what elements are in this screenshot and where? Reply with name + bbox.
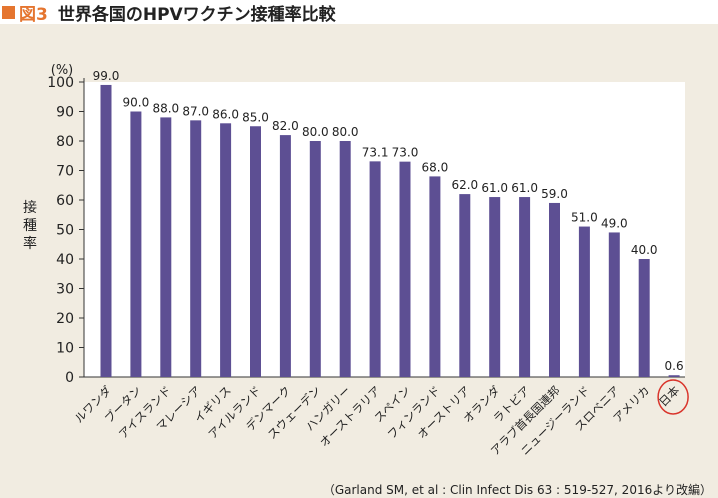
figure-label: 図3 (19, 4, 48, 25)
y-tick-label: 20 (56, 311, 74, 327)
bar (100, 84, 112, 377)
bar-value-label: 73.1 (362, 145, 389, 159)
bar (459, 194, 471, 377)
bar (160, 117, 172, 378)
bar-value-label: 90.0 (123, 96, 150, 110)
figure-header: 図3 世界各国のHPVワクチン接種率比較 (0, 0, 718, 25)
bar-value-label: 73.0 (392, 146, 419, 160)
bar (130, 111, 142, 377)
bar-value-label: 99.0 (93, 69, 120, 83)
bar (519, 197, 531, 377)
bar (220, 123, 232, 377)
bar-value-label: 61.0 (511, 181, 538, 195)
bar-value-label: 62.0 (451, 178, 478, 192)
bar-value-label: 0.6 (665, 359, 684, 373)
bar-value-label: 80.0 (332, 125, 359, 139)
y-tick-label: 90 (56, 105, 74, 121)
bar (668, 375, 680, 377)
bar (489, 197, 501, 377)
bar-value-label: 59.0 (541, 187, 568, 201)
highlight-circle (657, 379, 689, 415)
bar (309, 141, 321, 377)
y-tick-label: 30 (56, 282, 74, 298)
bar (369, 161, 381, 377)
bar-value-label: 86.0 (212, 107, 239, 121)
bar-value-label: 88.0 (152, 101, 179, 115)
bar-value-label: 80.0 (302, 125, 329, 139)
bar (608, 232, 620, 377)
y-axis-label: 接種率 (23, 199, 37, 252)
figure-title: 世界各国のHPVワクチン接種率比較 (57, 4, 336, 25)
bar (250, 126, 261, 377)
bar (638, 259, 650, 377)
bar-value-label: 87.0 (182, 104, 209, 118)
bar (399, 161, 411, 377)
bar-value-label: 68.0 (422, 160, 449, 174)
y-tick-label: 0 (65, 370, 74, 386)
figure-marker-icon (2, 5, 15, 19)
y-tick-label: 70 (56, 164, 74, 180)
bar (429, 176, 441, 377)
y-tick-label: 80 (56, 134, 74, 150)
y-unit-label: (%) (51, 63, 74, 78)
bar-value-label: 82.0 (272, 119, 299, 133)
bar-value-label: 51.0 (571, 211, 598, 225)
bar (549, 202, 560, 377)
y-tick-label: 50 (56, 223, 74, 239)
plot-area (84, 82, 685, 377)
y-tick-label: 10 (56, 341, 74, 357)
bar-value-label: 49.0 (601, 216, 628, 230)
y-tick-label: 100 (47, 75, 74, 91)
y-tick-label: 60 (56, 193, 74, 209)
bar (279, 135, 291, 377)
bar-value-label: 85.0 (242, 110, 269, 124)
bar-value-label: 61.0 (481, 181, 508, 195)
source-citation: （Garland SM, et al : Clin Infect Dis 63 … (322, 483, 712, 497)
bar (578, 226, 590, 377)
bar-value-label: 40.0 (631, 243, 658, 257)
bar (190, 120, 202, 377)
y-tick-label: 40 (56, 252, 74, 268)
bar (339, 141, 351, 377)
